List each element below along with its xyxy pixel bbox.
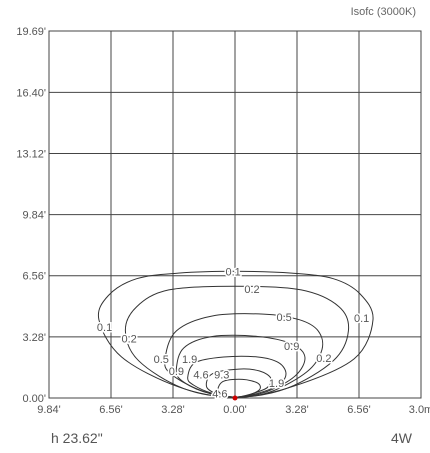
- source-point: [232, 395, 238, 401]
- x-tick-label: 3.28': [285, 404, 309, 416]
- contour-0.2: [124, 285, 350, 398]
- contour-1.9: [187, 355, 287, 398]
- contour-label: 0.5: [276, 312, 291, 324]
- power-label: 4W: [391, 430, 412, 446]
- x-tick-label: 3.0m: [409, 404, 430, 416]
- contour-label: 0.2: [121, 333, 136, 345]
- contour-label: 0.9: [169, 366, 184, 378]
- contour-label: 0.5: [154, 354, 169, 366]
- contour-lines: [97, 270, 374, 398]
- contour-label: 1.9: [182, 354, 197, 366]
- chart-grid: [48, 30, 422, 399]
- y-tick-label: 0.00': [22, 393, 46, 405]
- contour-label: 0.2: [316, 353, 331, 365]
- x-tick-label: 0.00': [223, 404, 247, 416]
- y-tick-label: 3.28': [22, 332, 46, 344]
- contour-label: 0.2: [244, 284, 259, 296]
- contour-9.3: [217, 378, 261, 398]
- x-tick-label: 3.28': [161, 404, 185, 416]
- y-tick-label: 16.40': [16, 87, 46, 99]
- legend-label: Isofc (3000K): [350, 6, 416, 18]
- light-source-marker: [232, 395, 238, 401]
- mounting-height-label: h 23.62": [51, 430, 103, 446]
- contour-label: 4.6: [193, 370, 208, 382]
- x-tick-label: 9.84': [37, 404, 61, 416]
- y-tick-label: 19.69': [16, 26, 46, 38]
- contour-label: 9.3: [214, 370, 229, 382]
- y-tick-label: 6.56': [22, 271, 46, 283]
- y-tick-label: 13.12': [16, 148, 46, 160]
- y-axis-ticks: 19.69' 16.40' 13.12' 9.84' 6.56' 3.28' 0.00': [16, 26, 46, 405]
- x-tick-label: 6.56': [99, 404, 123, 416]
- contour-label: 0.1: [225, 266, 240, 278]
- contour-label: 4.6: [212, 388, 227, 400]
- contour-labels: 0.10.20.5 0.10.10.20.90.20.5 1.90.9 4.6 9.31…: [95, 265, 370, 402]
- x-axis-ticks: 9.84' 6.56' 3.28' 0.00' 3.28' 6.56' 3.0m: [37, 404, 430, 416]
- x-tick-label: 6.56': [347, 404, 371, 416]
- contour-label: 0.1: [97, 322, 112, 334]
- contour-label: 0.9: [284, 341, 299, 353]
- contour-0.1: [97, 270, 374, 398]
- contour-label: 1.9: [269, 378, 284, 390]
- contour-label: 0.1: [354, 313, 369, 325]
- y-tick-label: 9.84': [22, 210, 46, 222]
- contour-0.9: [175, 334, 306, 398]
